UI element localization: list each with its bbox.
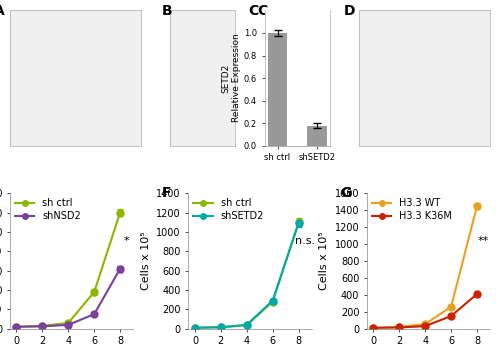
Y-axis label: Cells x 10⁵: Cells x 10⁵ [319,232,329,290]
Text: G: G [340,186,351,200]
Y-axis label: Cells x 10⁵: Cells x 10⁵ [140,232,150,290]
Text: B: B [162,3,173,18]
Text: **: ** [478,236,489,246]
Text: C: C [248,3,258,18]
Text: C: C [257,3,267,18]
Text: A: A [0,3,5,18]
Bar [268,33,287,146]
Text: F: F [162,186,171,200]
Y-axis label: SETD2
Relative Expression: SETD2 Relative Expression [222,34,241,122]
Text: n.s.: n.s. [295,236,315,246]
Text: *: * [124,236,130,246]
Bar [307,126,327,146]
Legend: H3.3 WT, H3.3 K36M: H3.3 WT, H3.3 K36M [372,198,452,221]
Text: D: D [344,3,355,18]
Legend: sh ctrl, shSETD2: sh ctrl, shSETD2 [194,198,264,221]
Legend: sh ctrl, shNSD2: sh ctrl, shNSD2 [15,198,81,221]
